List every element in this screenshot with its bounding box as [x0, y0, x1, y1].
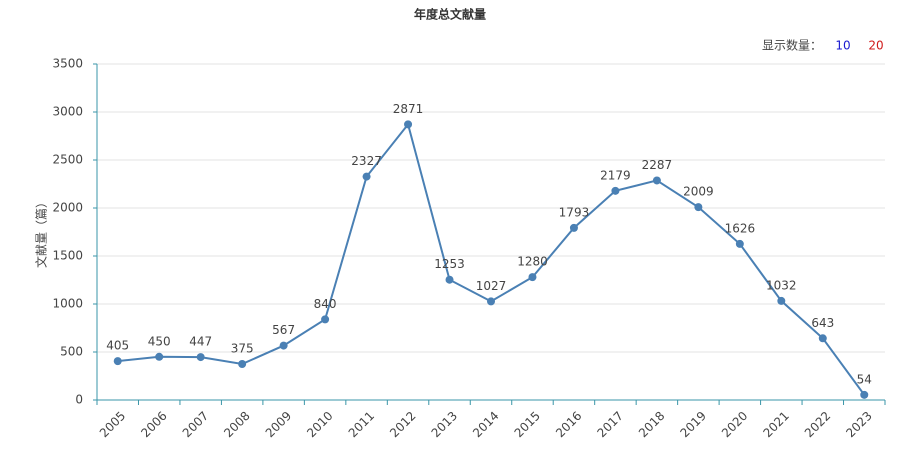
data-label: 1027 [476, 279, 507, 293]
data-label: 54 [857, 372, 872, 386]
x-tick-label: 2014 [470, 409, 501, 440]
y-axis-label: 文献量（篇） [34, 196, 49, 268]
data-point [860, 390, 869, 399]
data-point [321, 315, 330, 324]
data-point [652, 176, 661, 185]
x-tick-label: 2013 [429, 409, 460, 440]
x-tick-label: 2008 [221, 409, 252, 440]
data-label: 447 [189, 335, 212, 349]
x-tick-label: 2011 [346, 409, 377, 440]
x-tick-label: 2006 [138, 409, 169, 440]
data-label: 2871 [393, 102, 424, 116]
y-tick-label: 500 [60, 345, 83, 359]
x-tick-label: 2021 [760, 409, 791, 440]
x-tick-label: 2012 [387, 409, 418, 440]
data-point [279, 341, 288, 350]
display-count-label: 显示数量： [762, 38, 822, 53]
x-tick-label: 2018 [636, 409, 667, 440]
x-tick-label: 2007 [180, 409, 211, 440]
data-point [196, 353, 205, 362]
data-label: 643 [811, 316, 834, 330]
data-point [528, 273, 537, 282]
y-tick-label: 3000 [52, 105, 83, 119]
data-point [569, 223, 578, 232]
x-tick-label: 2020 [719, 409, 750, 440]
x-tick-label: 2017 [595, 409, 626, 440]
data-label: 1032 [766, 278, 797, 292]
data-point [487, 297, 495, 306]
x-tick-label: 2010 [304, 409, 335, 440]
data-point [818, 334, 827, 343]
x-tick-label: 2015 [512, 409, 543, 440]
display-count-option[interactable]: 20 [868, 39, 883, 53]
chart-title: 年度总文献量 [414, 7, 486, 22]
data-label: 2327 [351, 154, 382, 168]
data-label: 1626 [725, 221, 756, 235]
y-tick-label: 2500 [52, 153, 83, 167]
x-tick-label: 2023 [843, 409, 874, 440]
y-tick-label: 0 [75, 393, 83, 407]
data-label: 405 [106, 339, 129, 353]
data-point [362, 172, 371, 181]
data-label: 2179 [600, 168, 631, 182]
data-label: 1253 [434, 257, 465, 271]
y-tick-label: 3500 [52, 57, 83, 71]
x-tick-label: 2016 [553, 409, 584, 440]
data-point [113, 357, 122, 366]
data-point [155, 352, 164, 361]
data-line [117, 122, 866, 396]
data-point [777, 296, 786, 305]
data-label: 1280 [517, 255, 548, 269]
y-tick-label: 1000 [52, 297, 83, 311]
data-point [445, 275, 454, 284]
y-tick-label: 2000 [52, 201, 83, 215]
y-tick-label: 1500 [52, 249, 83, 263]
x-tick-label: 2005 [97, 409, 128, 440]
data-label: 840 [314, 297, 337, 311]
data-point [735, 239, 744, 248]
data-point [694, 203, 703, 212]
data-label: 450 [148, 334, 171, 348]
x-tick-label: 2009 [263, 409, 294, 440]
data-label: 375 [231, 342, 254, 356]
data-label: 1793 [559, 205, 590, 219]
data-point [404, 120, 413, 129]
data-label: 567 [272, 323, 295, 337]
data-label: 2009 [683, 185, 714, 199]
data-point [611, 186, 620, 195]
data-point [238, 360, 247, 368]
data-label: 2287 [642, 158, 673, 172]
x-tick-label: 2022 [802, 409, 833, 440]
x-tick-label: 2019 [677, 409, 708, 440]
display-count-option[interactable]: 10 [835, 39, 850, 53]
